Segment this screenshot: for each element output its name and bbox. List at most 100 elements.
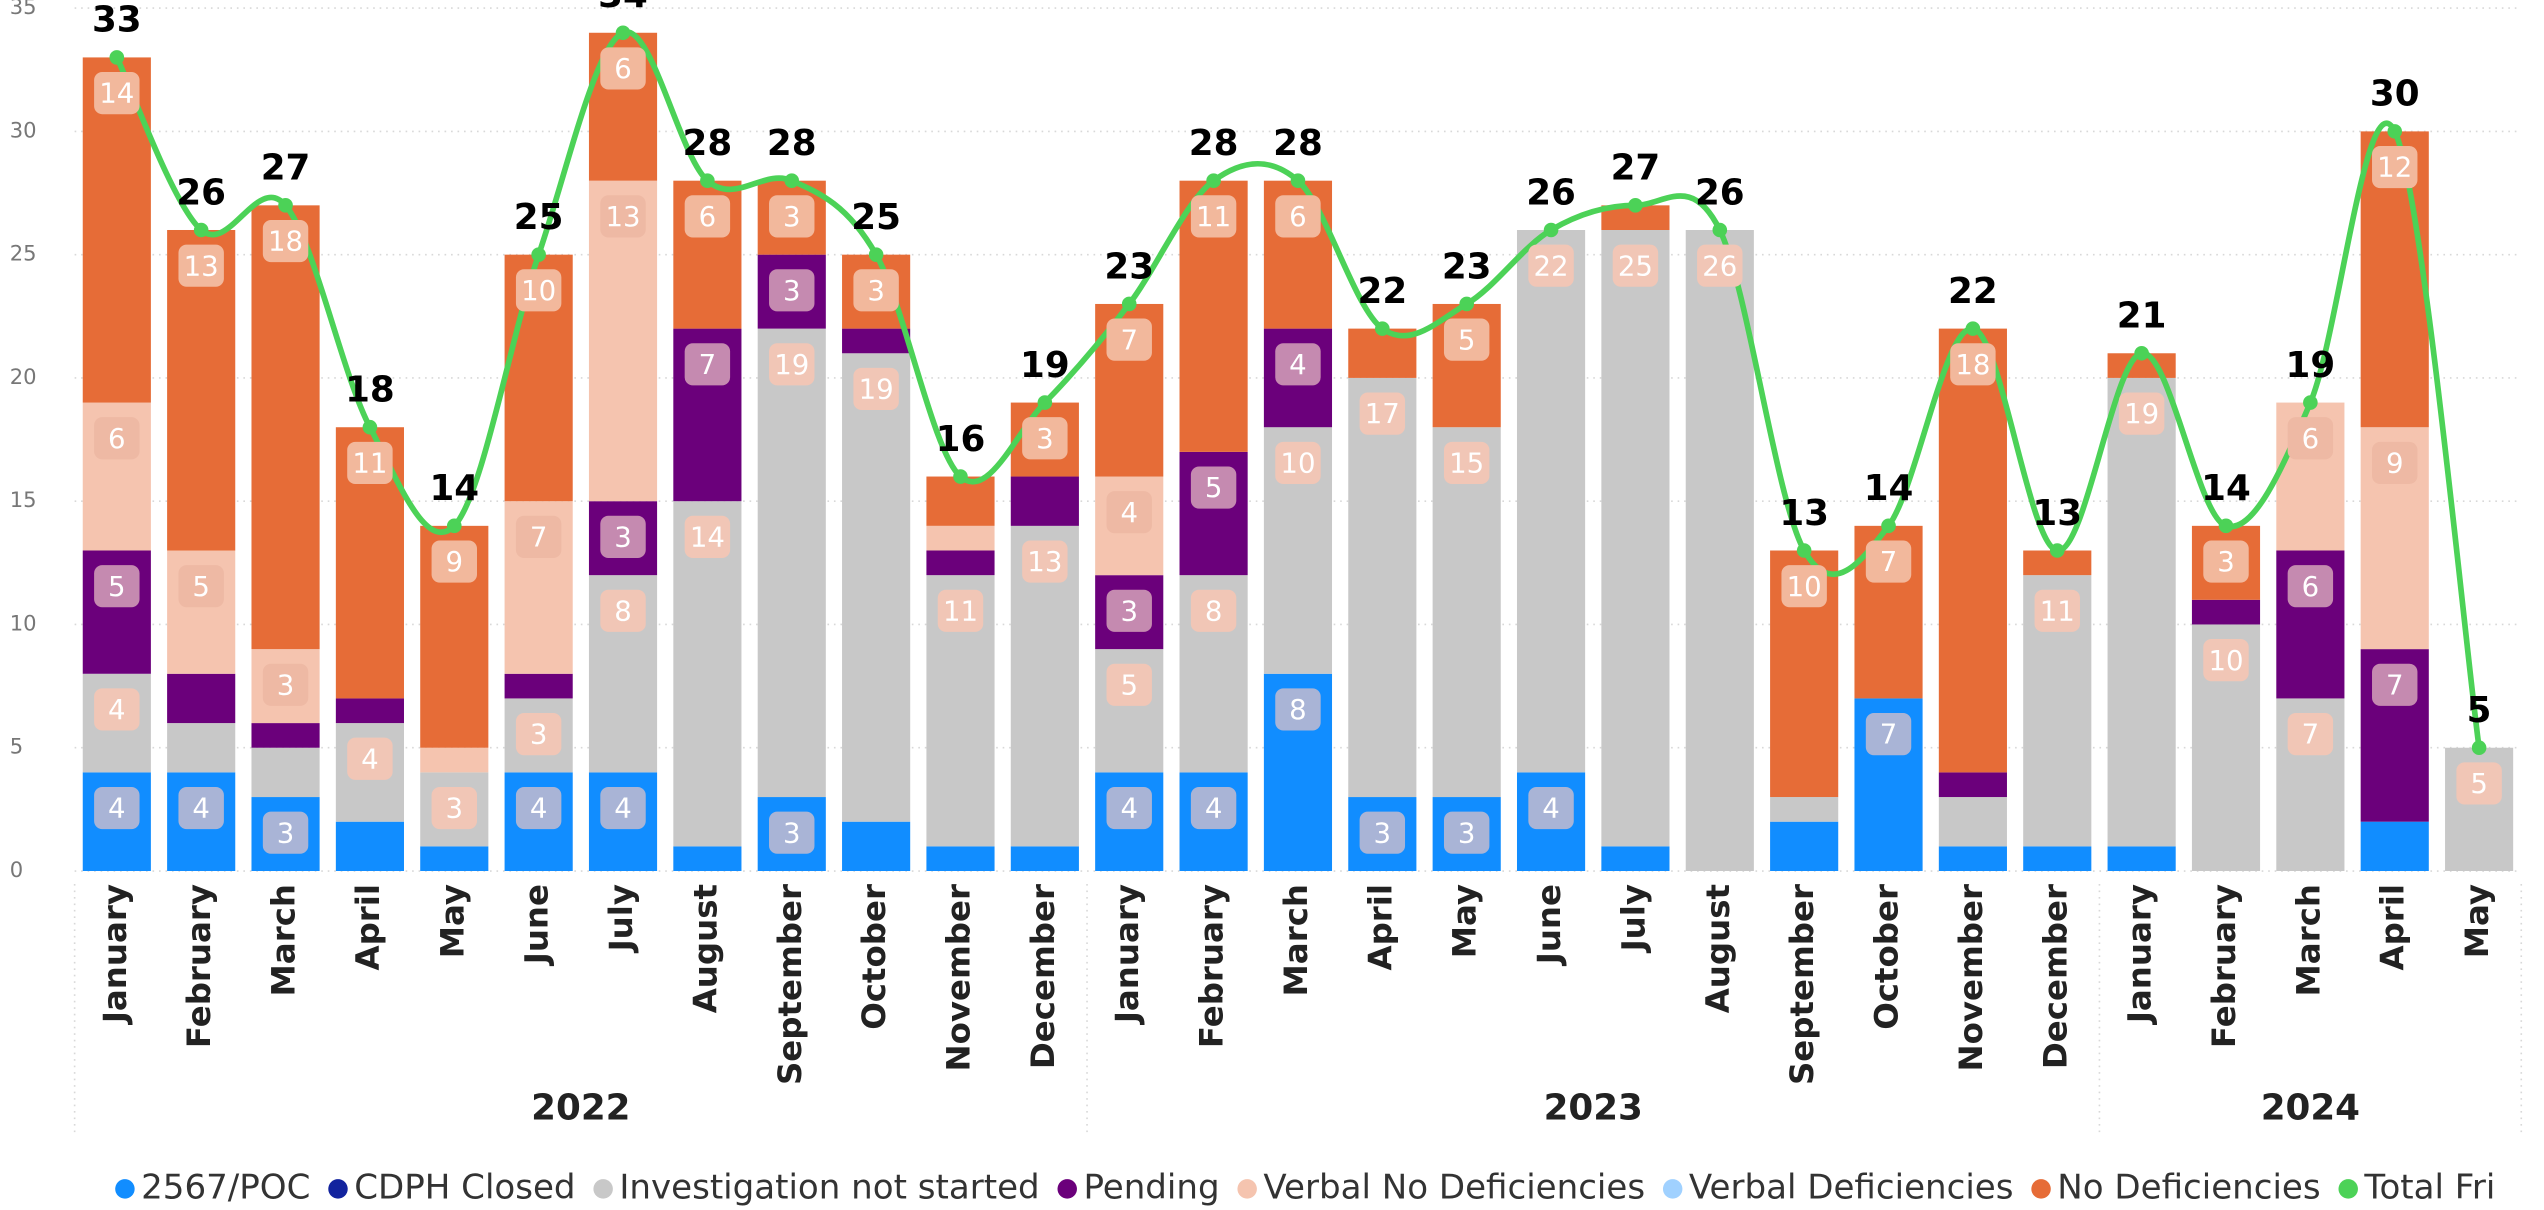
- data-label-box: [1275, 441, 1321, 484]
- line-point: [2471, 740, 2487, 756]
- data-label: 15: [1449, 447, 1484, 480]
- data-label-box: [262, 219, 309, 263]
- data-label-box: [431, 786, 477, 830]
- data-label: 19: [859, 373, 894, 406]
- data-label-box: [769, 195, 815, 238]
- bar-segment: [2107, 846, 2176, 872]
- x-tick-label: July: [1614, 884, 1652, 953]
- y-tick-label: 30: [10, 117, 37, 142]
- data-label: 10: [1280, 447, 1315, 480]
- x-tick-label: October: [1868, 884, 1906, 1030]
- data-label-box: [1359, 811, 1406, 854]
- data-label-box: [600, 515, 646, 558]
- line-point: [868, 247, 884, 262]
- bar-segment: [1938, 797, 2007, 847]
- bar-segment: [926, 846, 995, 872]
- bars: [82, 32, 2514, 872]
- x-tick-label: November: [939, 884, 977, 1072]
- data-label: 3: [1374, 816, 1392, 849]
- total-label: 14: [2201, 468, 2251, 509]
- bar-segment: [926, 525, 995, 551]
- data-label-box: [1022, 417, 1068, 460]
- total-label: 25: [514, 197, 564, 238]
- bar-segment: [251, 205, 320, 650]
- total-label: 22: [1948, 271, 1998, 312]
- x-tick-label: February: [180, 884, 218, 1048]
- data-label-box: [2372, 441, 2418, 484]
- bar-segment: [1348, 377, 1417, 798]
- bar-segment: [1938, 772, 2007, 798]
- line-point: [615, 25, 631, 41]
- data-label: 3: [1458, 816, 1476, 849]
- data-label-box: [853, 367, 899, 411]
- bar-segment: [673, 501, 742, 847]
- data-label: 22: [1534, 249, 1569, 282]
- data-label-box: [600, 589, 646, 632]
- legend-marker: [1237, 1179, 1257, 1199]
- bar-segment: [167, 673, 236, 724]
- bar-segment: [335, 821, 404, 872]
- data-label-box: [1106, 589, 1152, 632]
- data-label: 11: [1196, 200, 1231, 233]
- line-point: [1206, 173, 1221, 188]
- data-label: 18: [1955, 348, 1990, 381]
- data-label: 4: [1205, 792, 1223, 825]
- data-label-box: [347, 737, 393, 780]
- total-label: 18: [345, 370, 395, 411]
- total-label: 23: [1442, 246, 1492, 287]
- data-label-box: [262, 811, 309, 854]
- data-label: 3: [1120, 594, 1138, 627]
- total-label: 19: [2286, 345, 2336, 386]
- total-label: 33: [92, 0, 142, 41]
- data-label-box: [1190, 589, 1237, 632]
- data-label: 4: [1542, 792, 1560, 825]
- line-point: [1121, 296, 1137, 312]
- data-label-box: [2034, 589, 2080, 632]
- bar-segment: [167, 723, 236, 773]
- data-label: 6: [699, 200, 717, 233]
- bar-segment: [1685, 229, 1754, 872]
- bar-segment: [1601, 229, 1670, 847]
- data-label-box: [178, 565, 224, 608]
- line-point: [2218, 518, 2234, 534]
- data-label-box: [1950, 343, 1996, 386]
- data-label: 18: [268, 225, 303, 258]
- total-label: 28: [1273, 123, 1323, 164]
- bar-segment: [842, 821, 911, 872]
- data-label: 6: [614, 52, 632, 85]
- data-label: 4: [1120, 496, 1138, 529]
- x-tick-label: August: [1699, 884, 1737, 1013]
- data-label-box: [1443, 811, 1490, 854]
- data-label-box: [2372, 145, 2418, 189]
- data-label: 4: [361, 742, 379, 775]
- x-group-label: 2024: [2261, 1087, 2360, 1128]
- data-label: 9: [2386, 447, 2404, 480]
- data-label-box: [94, 786, 140, 830]
- data-label: 5: [192, 570, 210, 603]
- total-label: 25: [851, 197, 901, 238]
- line-series: [114, 29, 2482, 749]
- legend-label: 2567/POC: [141, 1167, 310, 1207]
- bar-segment: [757, 328, 826, 798]
- data-label-box: [1106, 663, 1152, 706]
- data-label-box: [2287, 565, 2334, 608]
- line-point: [1375, 321, 1390, 336]
- data-label-box: [1528, 244, 1574, 287]
- line-point: [2134, 345, 2149, 361]
- x-tick-label: July: [602, 884, 640, 953]
- line-point: [446, 518, 462, 534]
- bar-segment: [673, 846, 742, 872]
- data-label: 5: [1120, 668, 1138, 701]
- data-label: 4: [614, 792, 632, 825]
- data-label-box: [600, 47, 646, 90]
- data-label: 4: [530, 792, 548, 825]
- legend-marker: [1057, 1179, 1077, 1199]
- total-label: 14: [429, 468, 479, 509]
- data-label: 10: [1787, 570, 1822, 603]
- line-point: [1712, 222, 1728, 238]
- bar-segment: [842, 328, 911, 354]
- data-label: 7: [699, 348, 717, 381]
- data-label-box: [347, 441, 393, 484]
- data-label-box: [684, 195, 731, 238]
